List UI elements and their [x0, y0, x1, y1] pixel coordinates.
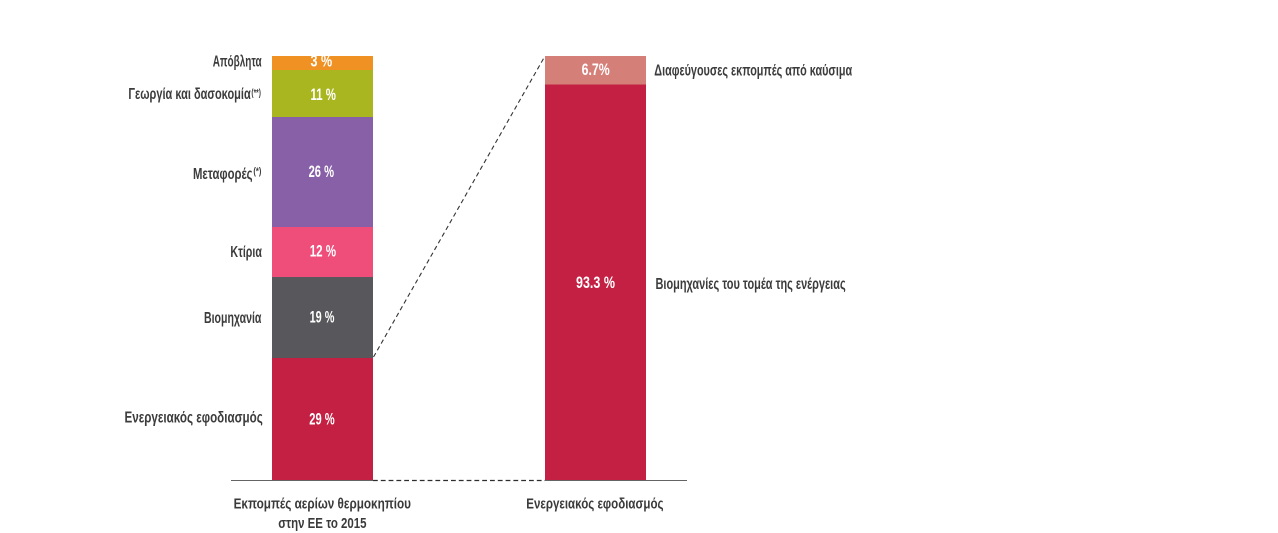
svg-text:Εκπομπές αερίων θερμοκηπίου: Εκπομπές αερίων θερμοκηπίου	[234, 495, 412, 512]
svg-text:26 %: 26 %	[309, 163, 335, 182]
svg-text:11 %: 11 %	[311, 86, 336, 105]
svg-text:3 %: 3 %	[311, 52, 333, 71]
svg-text:Ενεργειακός εφοδιασμός: Ενεργειακός εφοδιασμός	[526, 495, 663, 512]
svg-text:στην ΕΕ το 2015: στην ΕΕ το 2015	[278, 515, 367, 532]
svg-text:Γεωργία και δασοκομία: Γεωργία και δασοκομία	[128, 85, 251, 102]
svg-text:93.3 %: 93.3 %	[576, 274, 615, 292]
svg-text:(*): (*)	[253, 165, 261, 176]
svg-text:Απόβλητα: Απόβλητα	[213, 52, 262, 70]
svg-text:Μεταφορές: Μεταφορές	[193, 165, 252, 182]
svg-text:Ενεργειακός εφοδιασμός: Ενεργειακός εφοδιασμός	[125, 409, 263, 426]
svg-text:6.7%: 6.7%	[582, 61, 610, 79]
svg-text:29 %: 29 %	[309, 410, 335, 429]
svg-text:(**): (**)	[251, 87, 261, 99]
svg-text:Κτίρια: Κτίρια	[230, 243, 262, 260]
svg-text:Διαφεύγουσες εκπομπές από καύσ: Διαφεύγουσες εκπομπές από καύσιμα	[654, 61, 852, 78]
svg-text:Βιομηχανίες του τομέα της ενέρ: Βιομηχανίες του τομέα της ενέργειας	[656, 275, 846, 292]
svg-text:Βιομηχανία: Βιομηχανία	[204, 309, 262, 327]
svg-text:19 %: 19 %	[310, 308, 335, 327]
svg-text:12 %: 12 %	[310, 242, 336, 261]
